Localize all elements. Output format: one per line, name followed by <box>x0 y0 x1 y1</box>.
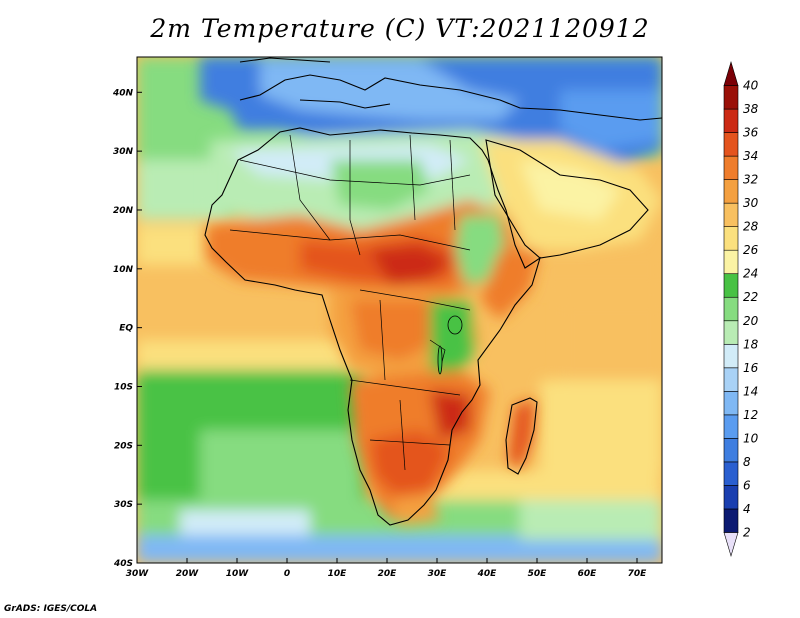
y-tick-label: 40N <box>112 88 134 98</box>
colorbar-swatch <box>723 202 739 227</box>
colorbar-swatch <box>723 249 739 275</box>
colorbar-label: 34 <box>743 149 758 163</box>
colorbar-label: 24 <box>743 267 758 281</box>
colorbar-label: 16 <box>743 361 759 375</box>
y-tick-label: EQ <box>119 324 133 334</box>
x-tick-label: 10E <box>328 569 348 579</box>
x-tick-label: 10W <box>226 569 250 579</box>
colorbar-swatch <box>723 485 739 510</box>
y-tick-label: 10N <box>113 265 134 275</box>
colorbar-label: 36 <box>743 126 759 140</box>
colorbar-label: 28 <box>743 220 759 234</box>
colorbar-swatch <box>723 367 739 392</box>
colorbar-swatch <box>723 132 739 157</box>
y-tick-label: 30N <box>113 147 134 157</box>
x-tick-label: 20W <box>176 569 200 579</box>
colorbar-label: 14 <box>743 384 758 398</box>
grads-credit: GrADS: IGES/COLA <box>4 604 98 614</box>
colorbar-label: 40 <box>743 79 759 93</box>
colorbar-swatch <box>723 320 739 345</box>
colorbar-label: 32 <box>743 173 758 187</box>
colorbar-swatch <box>723 508 739 533</box>
country-borders <box>229 134 471 471</box>
colorbar-swatch <box>723 296 739 322</box>
colorbar-label: 6 <box>743 478 751 492</box>
colorbar-label: 2 <box>743 525 751 539</box>
x-tick-label: 70E <box>628 569 648 579</box>
x-tick-label: 30E <box>428 569 448 579</box>
colorbar-swatch <box>723 414 739 439</box>
colorbar-swatch <box>723 461 739 486</box>
y-tick-label: 20N <box>113 206 134 216</box>
colorbar-label: 30 <box>743 196 759 210</box>
coastline <box>204 57 662 526</box>
x-axis: 30W 20W 10W 0 10E 20E 30E 40E 50E 60E 70E <box>126 558 647 579</box>
colorbar-swatch <box>723 108 739 133</box>
x-tick-label: 30W <box>126 569 150 579</box>
x-tick-label: 0 <box>284 569 290 579</box>
colorbar-swatch <box>723 226 739 251</box>
x-tick-label: 50E <box>528 569 548 579</box>
colorbar-label: 38 <box>743 102 759 116</box>
x-tick-label: 60E <box>578 569 598 579</box>
y-tick-label: 20S <box>114 441 133 451</box>
temperature-field <box>137 57 662 563</box>
y-axis: 40N 30N 20N 10N EQ 10S 20S 30S 40S <box>112 88 142 569</box>
x-tick-label: 20E <box>378 569 398 579</box>
colorbar-swatch <box>723 155 739 180</box>
colorbar-swatch <box>723 532 739 558</box>
colorbar-swatch <box>723 273 739 298</box>
colorbar-label: 20 <box>743 314 759 328</box>
y-tick-label: 30S <box>114 500 133 510</box>
colorbar-label: 26 <box>743 243 759 257</box>
colorbar-swatch <box>723 438 739 463</box>
colorbar-label: 12 <box>743 408 758 422</box>
colorbar-swatch <box>723 85 739 110</box>
colorbar-label: 4 <box>743 502 751 516</box>
colorbar-label: 8 <box>743 455 751 469</box>
x-tick-label: 40E <box>477 569 498 579</box>
colorbar-swatch <box>723 60 739 86</box>
colorbar-swatch <box>723 391 739 416</box>
y-tick-label: 10S <box>114 382 133 392</box>
colorbar-label: 18 <box>743 337 759 351</box>
colorbar-label: 22 <box>743 290 758 304</box>
plot-frame <box>136 56 663 564</box>
colorbar-swatch <box>723 179 739 204</box>
chart-title: 2m Temperature (C) VT:2021120912 <box>150 14 650 43</box>
colorbar-swatch <box>723 343 739 369</box>
y-tick-label: 40S <box>113 559 133 569</box>
colorbar-label: 10 <box>743 431 759 445</box>
